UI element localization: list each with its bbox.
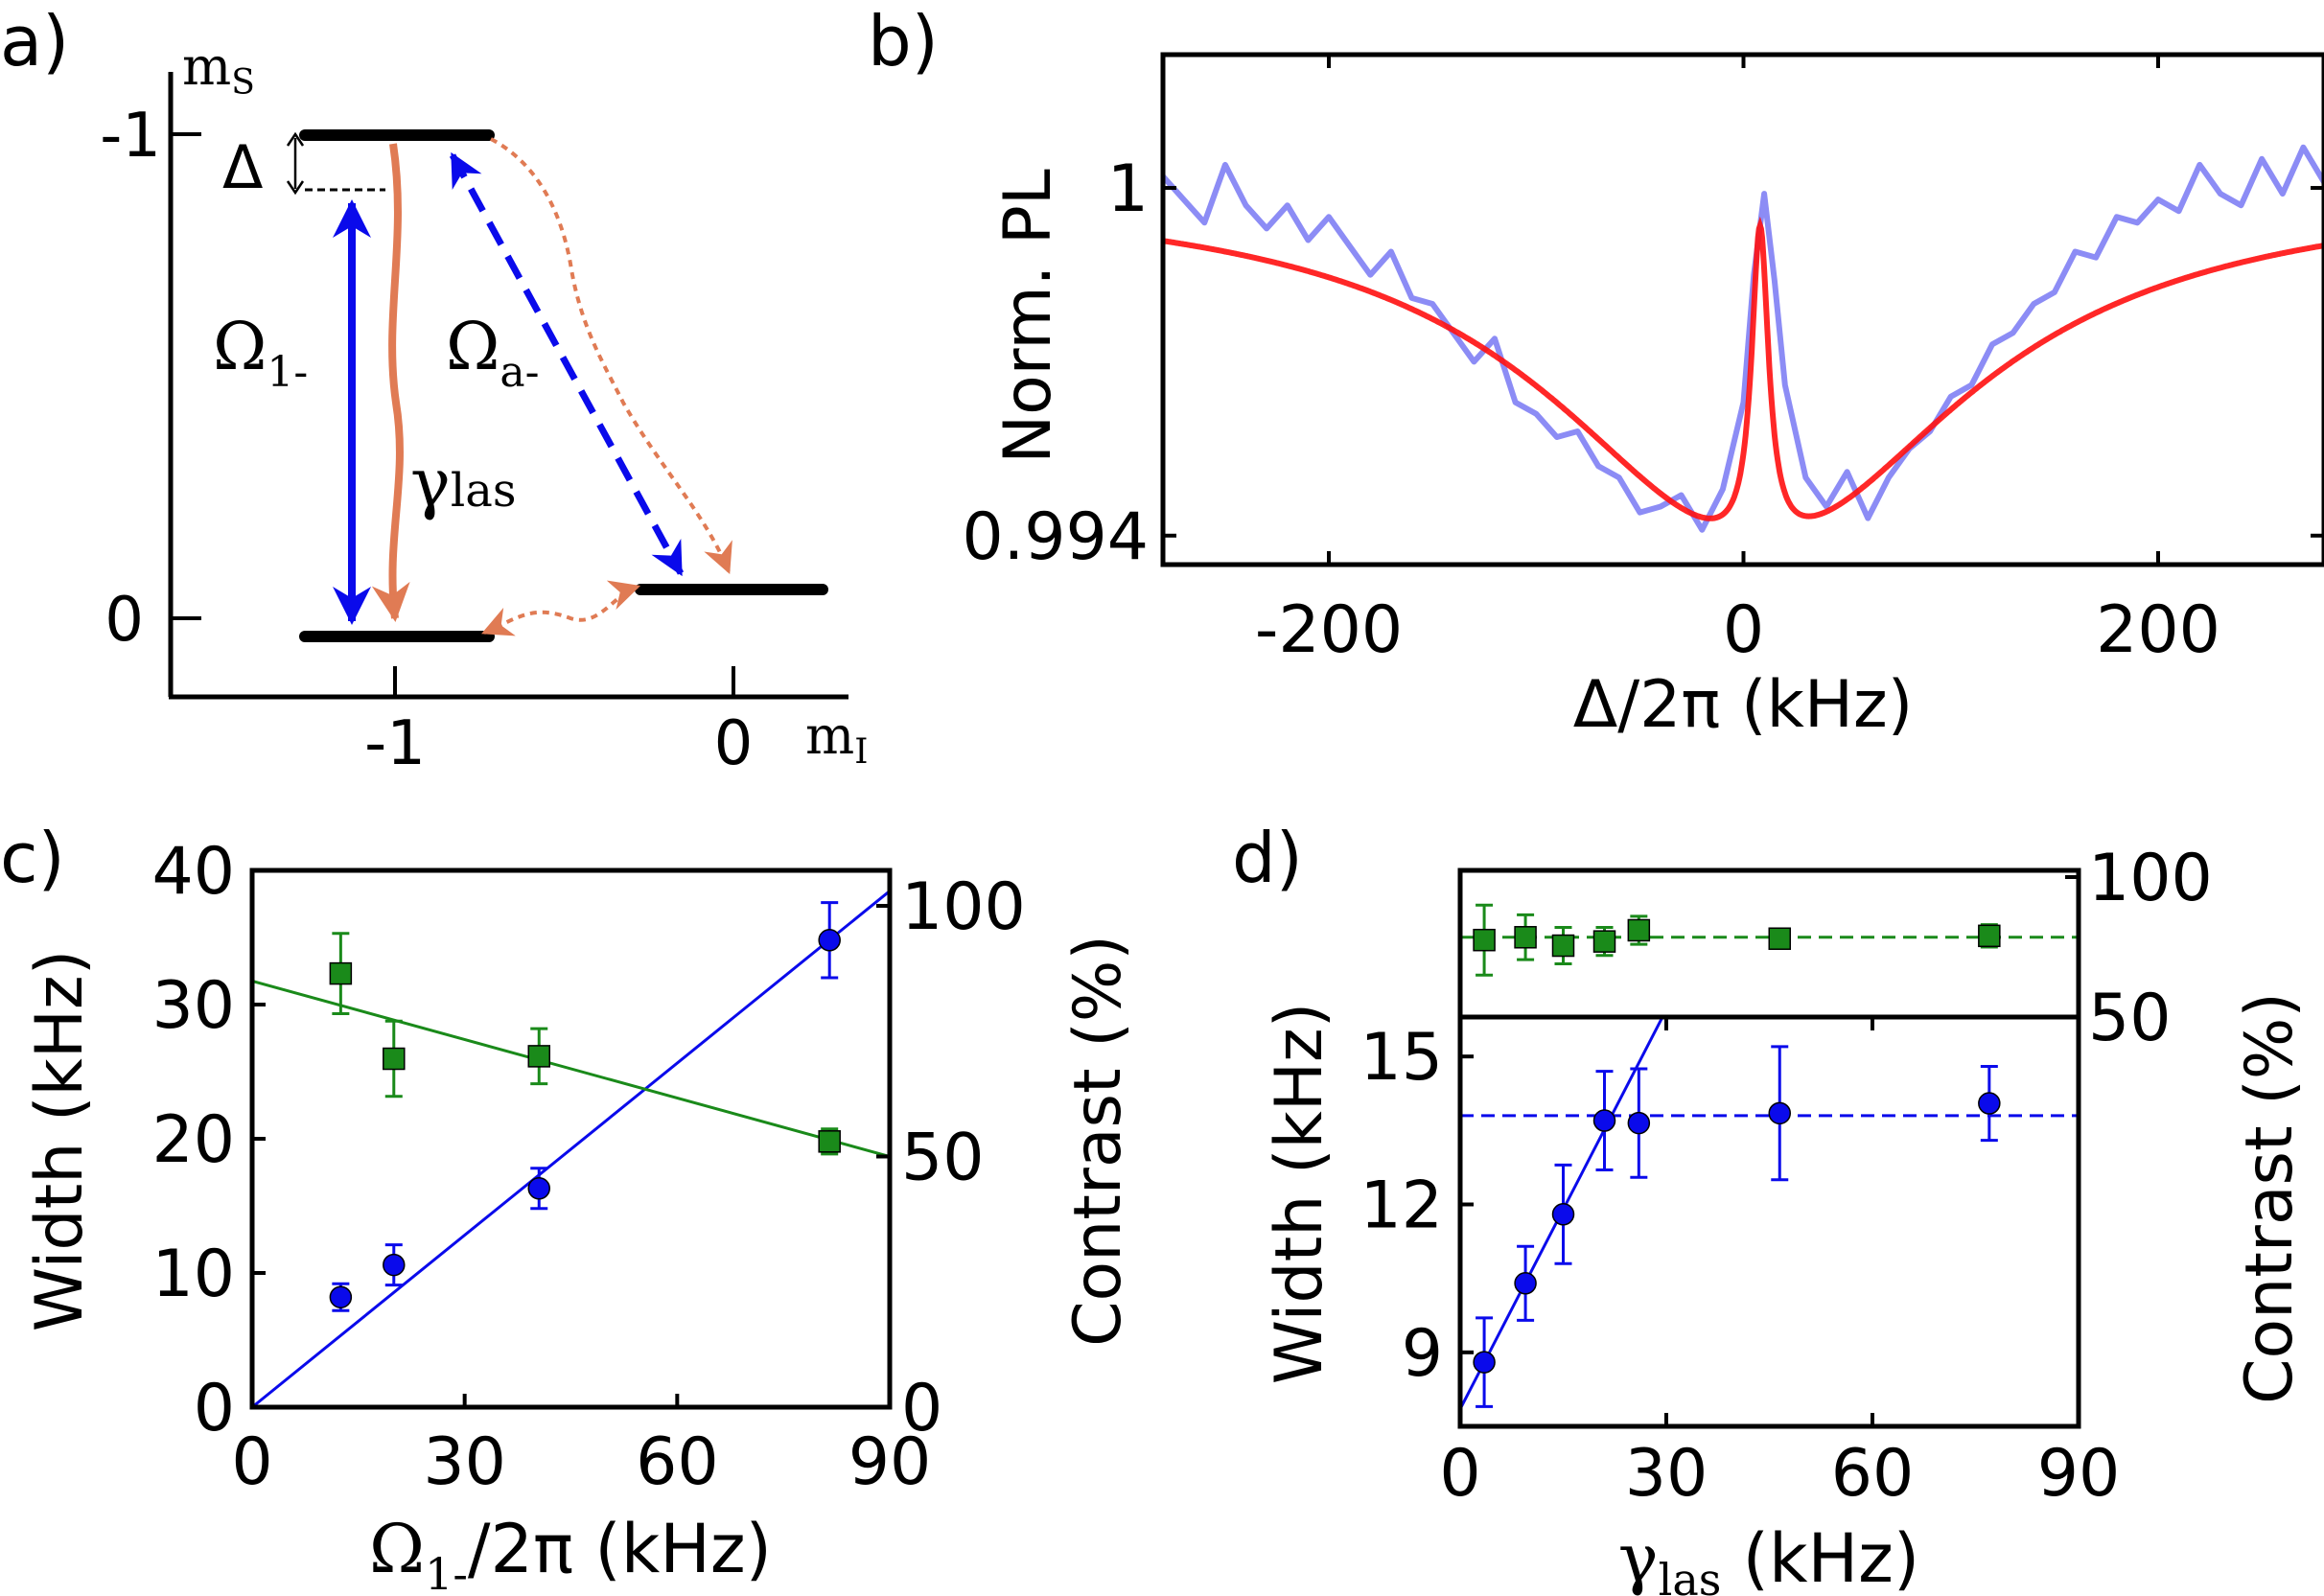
c-xtick-label: 30 xyxy=(423,1424,506,1500)
b-series-fit xyxy=(1163,216,2324,521)
c-ytick-right-label: 50 xyxy=(901,1121,985,1196)
omega-a-arrow xyxy=(449,151,685,577)
a-xtick-label-0: 0 xyxy=(714,708,754,779)
d-contrast-point xyxy=(1768,927,1791,950)
c-xtick-label: 90 xyxy=(848,1424,932,1500)
a-y-axis-label: mS xyxy=(182,36,255,103)
a-ytick-label-minus1: -1 xyxy=(100,101,161,172)
d-ytick-label: 12 xyxy=(1360,1168,1443,1243)
c-width-point xyxy=(383,1253,406,1277)
b-frame xyxy=(1160,52,2324,567)
c-ytick-label: 30 xyxy=(151,968,235,1044)
d-contrast-point xyxy=(1551,934,1575,958)
b-xtick-label: 200 xyxy=(2096,592,2220,668)
d-ytick-label: 9 xyxy=(1402,1316,1443,1392)
panel-label-c: c) xyxy=(0,818,65,898)
d-x-axis-label: γlas (kHz) xyxy=(1618,1519,1919,1596)
c-ytick-label: 10 xyxy=(151,1237,235,1312)
c-ytick-label: 0 xyxy=(194,1371,235,1446)
d-ytick-label: 15 xyxy=(1360,1020,1443,1096)
d-ytick-right-label: 50 xyxy=(2088,981,2172,1056)
a-x-axis-label: mI xyxy=(805,705,868,772)
gamma-las-arrow xyxy=(371,143,410,622)
d-xtick-label: 90 xyxy=(2037,1436,2121,1512)
panel-d-width-contrast-vs-gamma: 0 30 60 90 9 12 15 50 100 γlas (kHz) Width (kHz)… xyxy=(1262,841,2308,1596)
c-width-point xyxy=(818,929,841,952)
panel-label-a: a) xyxy=(0,1,69,81)
c-plot-area xyxy=(252,890,890,1407)
omega1-label: Ω1- xyxy=(213,310,308,397)
c-contrast-point xyxy=(383,1047,406,1071)
d-contrast-point xyxy=(1592,930,1616,953)
c-x-axis-label: Ω1-/2π (kHz) xyxy=(369,1510,772,1596)
c-ytick-label: 20 xyxy=(151,1102,235,1178)
d-width-point xyxy=(1978,1092,2001,1115)
c-fit-contrast xyxy=(252,980,890,1158)
panel-b-spectrum: -200 0 200 0.994 1 Δ/2π (kHz) Norm. PL xyxy=(962,52,2324,743)
d-xtick-label: 60 xyxy=(1831,1436,1915,1512)
panel-a-level-diagram: -1 0 -1 0 mS mI Δ Ω1- γlas Ωa- xyxy=(100,36,868,779)
c-xtick-label: 0 xyxy=(231,1424,272,1500)
d-y-axis-right-label: Contrast (%) xyxy=(2232,992,2308,1404)
c-ytick-right-label: 0 xyxy=(901,1371,942,1446)
b-xtick-label: -200 xyxy=(1255,592,1403,668)
b-x-axis-label: Δ/2π (kHz) xyxy=(1573,667,1914,743)
c-width-point xyxy=(329,1285,353,1308)
c-xtick-label: 60 xyxy=(636,1424,719,1500)
a-xtick-label-minus1: -1 xyxy=(364,708,426,779)
d-xtick-label: 0 xyxy=(1439,1436,1480,1512)
d-width-point xyxy=(1592,1109,1616,1132)
d-frame-bottom xyxy=(1457,1014,2081,1429)
d-contrast-point xyxy=(1978,924,2001,948)
d-contrast-point xyxy=(1514,926,1537,949)
d-width-point xyxy=(1514,1272,1537,1295)
d-plot-area-top xyxy=(1460,903,2079,977)
d-width-point xyxy=(1768,1101,1791,1125)
c-contrast-point xyxy=(527,1045,550,1068)
panel-label-b: b) xyxy=(868,1,939,81)
a-ytick-label-0: 0 xyxy=(105,585,144,656)
d-ytick-right-label: 100 xyxy=(2088,841,2213,916)
b-ticks: -200 0 200 0.994 1 xyxy=(962,55,2324,668)
delta-label: Δ xyxy=(222,132,263,202)
d-width-point xyxy=(1551,1203,1575,1226)
d-width-point xyxy=(1627,1111,1651,1135)
orange-dotted-decay xyxy=(490,137,732,574)
d-ticks: 0 30 60 90 9 12 15 50 100 xyxy=(1360,841,2212,1512)
orange-dotted-mixing xyxy=(481,580,641,636)
d-xtick-label: 30 xyxy=(1625,1436,1708,1512)
b-plot-area xyxy=(1163,144,2324,533)
c-fit-width xyxy=(252,890,890,1407)
c-contrast-point xyxy=(329,961,353,985)
c-contrast-point xyxy=(818,1130,841,1153)
c-y-axis-label: Width (kHz) xyxy=(22,950,98,1331)
b-y-axis-label: Norm. PL xyxy=(990,169,1066,464)
panel-label-d: d) xyxy=(1232,818,1303,898)
c-width-point xyxy=(527,1177,550,1200)
gamma-las-label: γlas xyxy=(410,444,516,522)
d-contrast-point xyxy=(1627,918,1651,942)
b-xtick-label: 0 xyxy=(1723,592,1764,668)
b-ytick-label: 1 xyxy=(1107,151,1149,227)
c-y-axis-right-label: Contrast (%) xyxy=(1060,935,1136,1347)
d-plot-area-bottom xyxy=(1460,1018,2079,1410)
c-frame xyxy=(249,867,893,1410)
d-width-fit xyxy=(1460,1018,1664,1410)
d-y-axis-label: Width (kHz) xyxy=(1262,1003,1337,1384)
c-ytick-right-label: 100 xyxy=(901,869,1026,945)
d-contrast-point xyxy=(1473,928,1496,952)
d-width-point xyxy=(1473,1351,1496,1374)
omega-a-label: Ωa- xyxy=(446,310,540,397)
b-ytick-label: 0.994 xyxy=(962,499,1149,575)
c-ytick-label: 40 xyxy=(151,834,235,910)
